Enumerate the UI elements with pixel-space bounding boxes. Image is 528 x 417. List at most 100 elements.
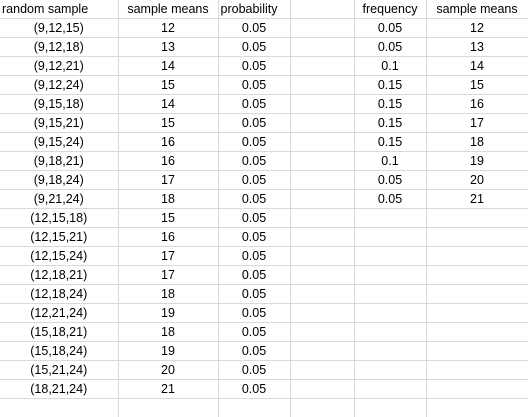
empty-cell[interactable] [290, 361, 354, 380]
empty-cell[interactable] [290, 171, 354, 190]
frequency-cell[interactable]: 0.15 [354, 133, 426, 152]
random-sample-cell[interactable]: (9,15,24) [0, 133, 118, 152]
random-sample-cell[interactable]: (9,15,18) [0, 95, 118, 114]
probability-cell[interactable]: 0.05 [218, 57, 290, 76]
probability-cell[interactable]: 0.05 [218, 228, 290, 247]
empty-cell[interactable] [290, 95, 354, 114]
empty-cell[interactable] [426, 304, 528, 323]
frequency-cell[interactable]: 0.05 [354, 171, 426, 190]
sample-mean-cell[interactable]: 18 [118, 323, 218, 342]
random-sample-cell[interactable]: (9,18,24) [0, 171, 118, 190]
sample-mean-cell[interactable]: 20 [118, 361, 218, 380]
frequency-cell[interactable]: 0.05 [354, 19, 426, 38]
empty-cell[interactable] [290, 190, 354, 209]
probability-cell[interactable]: 0.05 [218, 95, 290, 114]
probability-cell[interactable]: 0.05 [218, 342, 290, 361]
empty-cell[interactable] [290, 19, 354, 38]
empty-cell[interactable] [290, 380, 354, 399]
frequency-cell[interactable]: 0.05 [354, 190, 426, 209]
empty-cell[interactable] [354, 361, 426, 380]
random-sample-cell[interactable]: (18,21,24) [0, 380, 118, 399]
empty-cell[interactable] [426, 399, 528, 417]
frequency-cell[interactable]: 0.1 [354, 57, 426, 76]
probability-cell[interactable]: 0.05 [218, 152, 290, 171]
probability-cell[interactable]: 0.05 [218, 190, 290, 209]
empty-cell[interactable] [118, 399, 218, 417]
empty-cell[interactable] [354, 228, 426, 247]
probability-cell[interactable]: 0.05 [218, 133, 290, 152]
empty-cell[interactable] [354, 380, 426, 399]
probability-cell[interactable]: 0.05 [218, 209, 290, 228]
sample-mean-cell[interactable]: 21 [118, 380, 218, 399]
frequency-cell[interactable]: 0.15 [354, 114, 426, 133]
random-sample-cell[interactable]: (9,18,21) [0, 152, 118, 171]
frequency-cell[interactable]: 0.1 [354, 152, 426, 171]
empty-cell[interactable] [290, 228, 354, 247]
empty-cell[interactable] [426, 247, 528, 266]
empty-cell[interactable] [290, 323, 354, 342]
sample-means-cell[interactable]: 14 [426, 57, 528, 76]
sample-mean-cell[interactable]: 17 [118, 266, 218, 285]
header-random-sample[interactable]: random sample [0, 0, 118, 19]
sample-mean-cell[interactable]: 19 [118, 304, 218, 323]
empty-cell[interactable] [354, 399, 426, 417]
sample-mean-cell[interactable]: 14 [118, 57, 218, 76]
sample-mean-cell[interactable]: 17 [118, 247, 218, 266]
sample-mean-cell[interactable]: 16 [118, 133, 218, 152]
random-sample-cell[interactable]: (15,21,24) [0, 361, 118, 380]
sample-mean-cell[interactable]: 13 [118, 38, 218, 57]
empty-cell[interactable] [426, 380, 528, 399]
empty-cell[interactable] [426, 342, 528, 361]
random-sample-cell[interactable]: (9,21,24) [0, 190, 118, 209]
sample-means-cell[interactable]: 15 [426, 76, 528, 95]
empty-cell[interactable] [218, 399, 290, 417]
empty-cell[interactable] [290, 38, 354, 57]
empty-cell[interactable] [354, 266, 426, 285]
frequency-cell[interactable]: 0.15 [354, 76, 426, 95]
header-sample-means[interactable]: sample means [118, 0, 218, 19]
empty-cell[interactable] [0, 399, 118, 417]
empty-cell[interactable] [290, 285, 354, 304]
probability-cell[interactable]: 0.05 [218, 285, 290, 304]
empty-cell[interactable] [426, 285, 528, 304]
probability-cell[interactable]: 0.05 [218, 380, 290, 399]
empty-cell[interactable] [426, 266, 528, 285]
frequency-cell[interactable]: 0.15 [354, 95, 426, 114]
sample-means-cell[interactable]: 21 [426, 190, 528, 209]
empty-cell[interactable] [290, 57, 354, 76]
empty-cell[interactable] [426, 228, 528, 247]
empty-cell[interactable] [290, 133, 354, 152]
sample-mean-cell[interactable]: 19 [118, 342, 218, 361]
random-sample-cell[interactable]: (9,12,21) [0, 57, 118, 76]
probability-cell[interactable]: 0.05 [218, 304, 290, 323]
random-sample-cell[interactable]: (9,15,21) [0, 114, 118, 133]
empty-cell[interactable] [290, 399, 354, 417]
sample-mean-cell[interactable]: 18 [118, 190, 218, 209]
empty-cell[interactable] [290, 0, 354, 19]
random-sample-cell[interactable]: (9,12,15) [0, 19, 118, 38]
sample-means-cell[interactable]: 16 [426, 95, 528, 114]
sample-means-cell[interactable]: 13 [426, 38, 528, 57]
probability-cell[interactable]: 0.05 [218, 323, 290, 342]
sample-mean-cell[interactable]: 17 [118, 171, 218, 190]
sample-mean-cell[interactable]: 15 [118, 76, 218, 95]
random-sample-cell[interactable]: (15,18,24) [0, 342, 118, 361]
frequency-cell[interactable]: 0.05 [354, 38, 426, 57]
probability-cell[interactable]: 0.05 [218, 19, 290, 38]
probability-cell[interactable]: 0.05 [218, 76, 290, 95]
empty-cell[interactable] [426, 323, 528, 342]
empty-cell[interactable] [354, 304, 426, 323]
empty-cell[interactable] [290, 342, 354, 361]
sample-means-cell[interactable]: 12 [426, 19, 528, 38]
empty-cell[interactable] [290, 209, 354, 228]
sample-mean-cell[interactable]: 16 [118, 228, 218, 247]
empty-cell[interactable] [354, 285, 426, 304]
header-probability[interactable]: probability [218, 0, 290, 19]
random-sample-cell[interactable]: (15,18,21) [0, 323, 118, 342]
random-sample-cell[interactable]: (12,15,24) [0, 247, 118, 266]
empty-cell[interactable] [290, 152, 354, 171]
header-sample-means-2[interactable]: sample means [426, 0, 528, 19]
header-frequency[interactable]: frequency [354, 0, 426, 19]
sample-means-cell[interactable]: 20 [426, 171, 528, 190]
empty-cell[interactable] [290, 76, 354, 95]
